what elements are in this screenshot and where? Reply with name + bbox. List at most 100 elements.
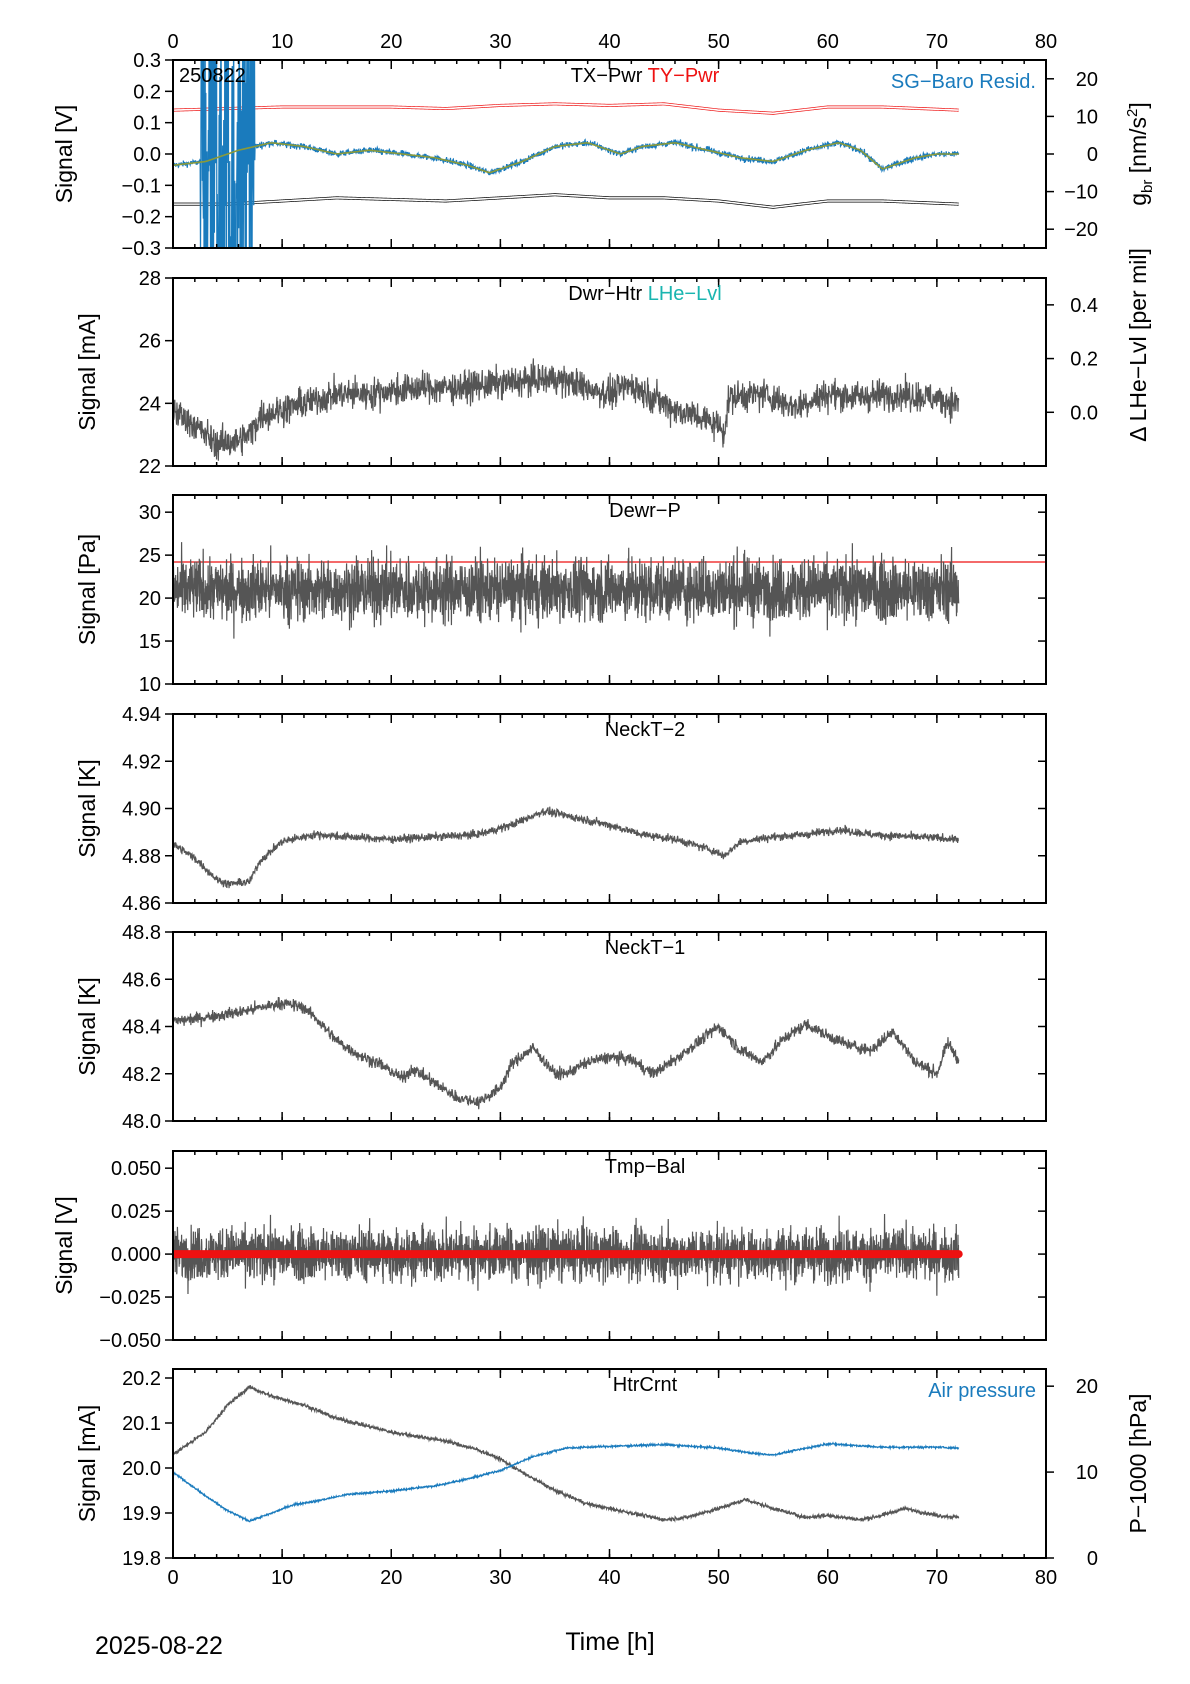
y-tick-label: 0.2 xyxy=(133,81,161,103)
series-line xyxy=(173,542,960,639)
panel-frame xyxy=(172,1368,1047,1559)
panel-p1: −0.3 −0.2 −0.1 0.0 0.1 0.2 0.3 −20 −10 0 10 20 Signa… xyxy=(51,50,1156,260)
y-tick-label: 48.4 xyxy=(122,1017,161,1039)
series-line xyxy=(173,1385,960,1523)
y2-axis-title: P−1000 [hPa] xyxy=(1125,1393,1151,1533)
panel-title: Dewr−P xyxy=(609,500,681,522)
x-tick-label: 0 xyxy=(167,1567,178,1589)
x-tick-label-top: 70 xyxy=(926,31,948,53)
y2-axis-title: Δ LHe−Lvl [per mil] xyxy=(1125,248,1151,442)
y-tick-label: 4.90 xyxy=(122,799,161,821)
y-tick-label: −0.2 xyxy=(122,207,161,229)
y-tick-label: 20.0 xyxy=(122,1458,161,1480)
x-tick-label-top: 30 xyxy=(489,31,511,53)
y2-tick-label: 0 xyxy=(1087,144,1098,166)
panel-title: TX−Pwr TY−Pwr xyxy=(571,65,720,87)
y-tick-label: 48.2 xyxy=(122,1064,161,1086)
x-tick-label: 70 xyxy=(926,1567,948,1589)
plot-area-p5 xyxy=(173,997,960,1110)
x-tick-label: 40 xyxy=(598,1567,620,1589)
y-tick-label: 19.8 xyxy=(122,1548,161,1570)
y2-tick-label: −10 xyxy=(1064,182,1098,204)
x-tick-label-top: 20 xyxy=(380,31,402,53)
y-tick-label: 10 xyxy=(139,674,161,696)
y-axis-title: Signal [K] xyxy=(74,977,100,1075)
x-tick-label: 30 xyxy=(489,1567,511,1589)
x-tick-label: 50 xyxy=(708,1567,730,1589)
smoothed-line xyxy=(173,103,959,115)
y2-tick-label: 0 xyxy=(1087,1548,1098,1570)
y-tick-label: 0.3 xyxy=(133,50,161,72)
y-tick-label: 20.2 xyxy=(122,1368,161,1390)
plot-area-p6 xyxy=(173,1214,963,1296)
plot-area-p2 xyxy=(173,358,960,461)
x-tick-label-top: 50 xyxy=(708,31,730,53)
y-axis-title: Signal [K] xyxy=(74,759,100,857)
x-tick-label: 60 xyxy=(817,1567,839,1589)
y-axis-title: Signal [mA] xyxy=(74,313,100,431)
series-line xyxy=(173,60,960,248)
panel-title: NeckT−1 xyxy=(605,937,686,959)
smoothed-line xyxy=(173,193,959,209)
y-tick-label: −0.025 xyxy=(99,1287,161,1309)
panel-frame xyxy=(172,931,1047,1122)
panel-p5: 48.0 48.2 48.4 48.6 48.8 Signal [K] NeckT−1 xyxy=(74,922,1047,1133)
corner-label: 250822 xyxy=(179,65,246,87)
panel-p7: 19.8 19.9 20.0 20.1 20.2 0 10 20 Signal [mA] P−10… xyxy=(74,1368,1151,1570)
series-line xyxy=(173,806,959,889)
y-tick-label: −0.050 xyxy=(99,1330,161,1352)
legend-label: Air pressure xyxy=(928,1380,1036,1402)
panel-p3: 10 15 20 25 30 Signal [Pa] Dewr−P xyxy=(74,494,1047,696)
y-tick-label: 0.0 xyxy=(133,144,161,166)
panel-title: Dwr−Htr LHe−Lvl xyxy=(568,283,721,305)
x-tick-label: 10 xyxy=(271,1567,293,1589)
y2-tick-label: 0.0 xyxy=(1070,402,1098,424)
y-tick-label: −0.3 xyxy=(122,238,161,260)
x-tick-label-top: 80 xyxy=(1035,31,1057,53)
panel-p4: 4.86 4.88 4.90 4.92 4.94 Signal [K] NeckT−2 xyxy=(74,704,1047,915)
plot-area-p4 xyxy=(173,806,959,889)
y-tick-label: 48.8 xyxy=(122,922,161,944)
panel-title: Tmp−Bal xyxy=(605,1156,686,1178)
plot-area-p3 xyxy=(173,542,1046,639)
y-tick-label: 48.0 xyxy=(122,1111,161,1133)
panel-title: HtrCrnt xyxy=(613,1374,678,1396)
y-tick-label: −0.1 xyxy=(122,175,161,197)
y-tick-label: 15 xyxy=(139,631,161,653)
y-tick-label: 4.88 xyxy=(122,846,161,868)
date-label: 2025-08-22 xyxy=(95,1632,223,1660)
y2-tick-label: 20 xyxy=(1076,69,1098,91)
x-axis-title: Time [h] xyxy=(565,1628,654,1656)
y-tick-label: 4.94 xyxy=(122,704,161,726)
series-line xyxy=(173,1214,960,1296)
y2-tick-label: 20 xyxy=(1076,1376,1098,1398)
legend-label: SG−Baro Resid. xyxy=(891,71,1036,93)
y-tick-label: 4.92 xyxy=(122,751,161,773)
y-tick-label: 30 xyxy=(139,502,161,524)
panel-title: NeckT−2 xyxy=(605,719,686,741)
x-tick-label: 20 xyxy=(380,1567,402,1589)
y-tick-label: 4.86 xyxy=(122,893,161,915)
y2-tick-label: −20 xyxy=(1064,219,1098,241)
panel-frame xyxy=(172,277,1047,467)
series-line xyxy=(173,102,959,115)
x-tick-label: 80 xyxy=(1035,1567,1057,1589)
y-axis-title: Signal [V] xyxy=(51,1196,77,1294)
series-line xyxy=(173,997,960,1110)
y-tick-label: 26 xyxy=(139,331,161,353)
panel-p6: −0.050 −0.025 0.000 0.025 0.050 Signal [V] Tmp… xyxy=(51,1150,1047,1352)
y-tick-label: 0.050 xyxy=(111,1158,161,1180)
y-tick-label: 22 xyxy=(139,456,161,478)
x-tick-label-top: 60 xyxy=(817,31,839,53)
smoothed-line xyxy=(173,141,959,174)
y-axis-title: Signal [V] xyxy=(51,105,77,203)
y2-tick-label: 0.2 xyxy=(1070,349,1098,371)
x-tick-label-top: 40 xyxy=(598,31,620,53)
x-tick-label-top: 10 xyxy=(271,31,293,53)
plot-area-p7 xyxy=(173,1385,960,1523)
y-axis-title: Signal [Pa] xyxy=(74,534,100,645)
y-tick-label: 0.000 xyxy=(111,1244,161,1266)
y-tick-label: 0.1 xyxy=(133,113,161,135)
y2-axis-title: gbr [nm/s2] xyxy=(1124,102,1156,206)
